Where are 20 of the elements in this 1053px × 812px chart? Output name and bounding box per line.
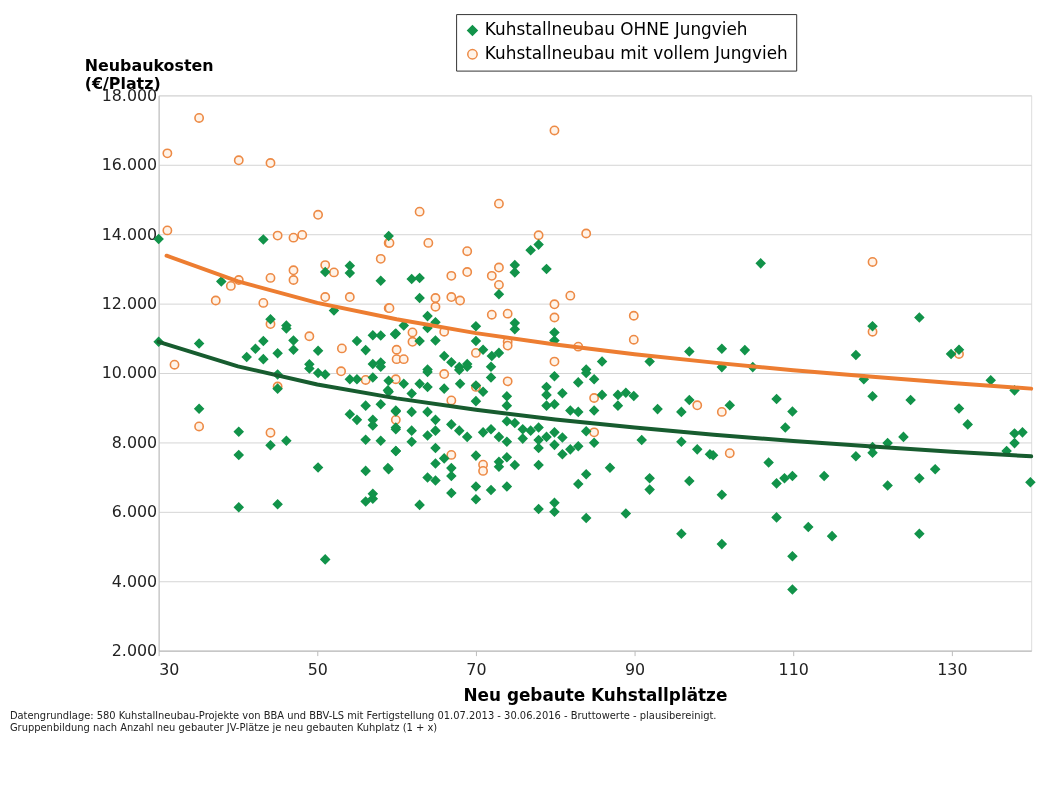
y-tick-label: 10.000: [101, 363, 158, 383]
y-tick-label: 4.000: [111, 571, 158, 591]
x-tick-label: 70: [466, 659, 487, 679]
text: Datengrundlage: 580 Kuhstallneubau-Projekte von BBA und BBV-LS mit Fertigstellung 01.07.2013 - 30.06.2016 - Bruttowerte - plausibereinigt.: [9, 710, 717, 722]
y-tick-label: 16.000: [101, 155, 158, 175]
text: Gruppenbildung nach Anzahl neu gebauter JV-Plätze je neu gebauten Kuhplatz (1 + x): [9, 721, 438, 733]
y-tick-label: 8.000: [111, 432, 158, 452]
y-tick-label: 12.000: [101, 294, 158, 314]
line-series: [164, 253, 1034, 391]
legend-label: Kuhstallneubau OHNE Jungvieh: [484, 19, 748, 40]
y-tick-label: 14.000: [101, 224, 158, 244]
x-axis-title: Neu gebaute Kuhstallplätze: [463, 684, 728, 705]
x-tick-label: 110: [778, 659, 809, 679]
legend-label: Kuhstallneubau mit vollem Jungvieh: [484, 43, 788, 64]
x-tick-label: 30: [159, 659, 180, 679]
y-tick-label: 2.000: [111, 641, 158, 661]
x-tick-label: 50: [307, 659, 328, 679]
x-tick-label: 90: [624, 659, 646, 679]
x-tick-label: 130: [937, 659, 968, 679]
y-tick-label: 6.000: [111, 502, 158, 522]
